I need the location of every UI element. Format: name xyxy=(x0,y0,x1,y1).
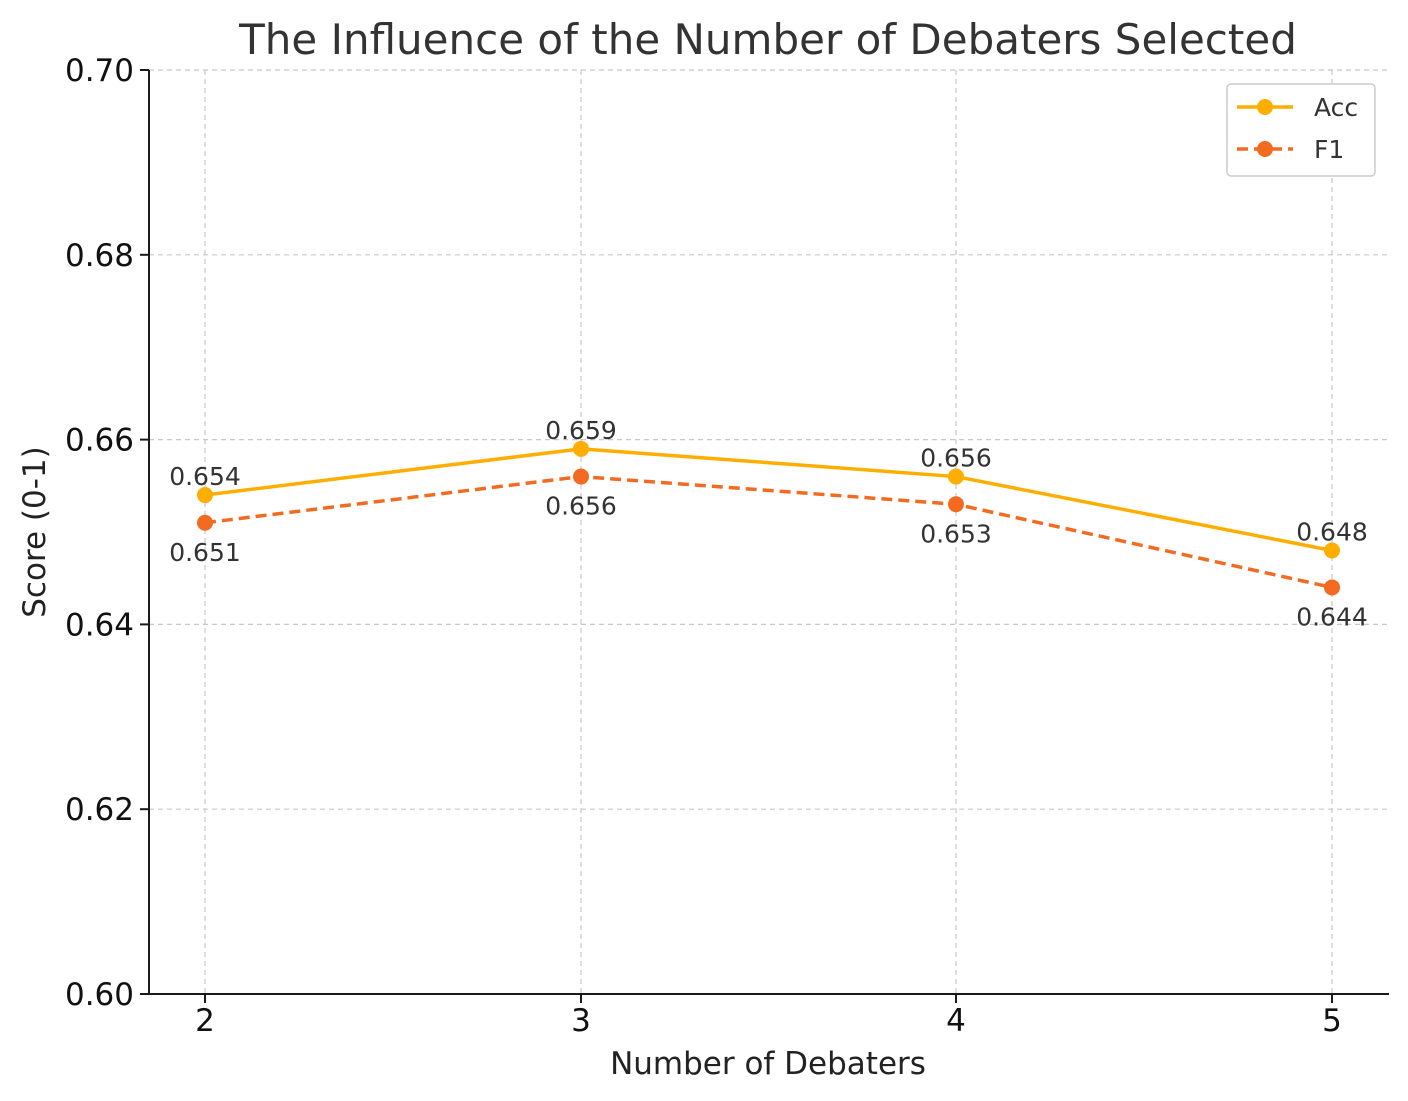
x-tick-label: 4 xyxy=(946,1003,966,1039)
data-label-f1: 0.651 xyxy=(169,538,241,567)
data-point-acc xyxy=(197,487,213,504)
data-label-f1: 0.644 xyxy=(1296,602,1368,631)
legend: Acc F1 xyxy=(1226,83,1376,177)
y-tick-label: 0.64 xyxy=(65,607,134,643)
data-label-f1: 0.653 xyxy=(920,519,992,548)
legend-acc-marker xyxy=(1257,99,1273,115)
x-axis-ticks: 2 3 4 5 xyxy=(195,994,1342,1039)
data-label-acc: 0.656 xyxy=(920,444,992,473)
data-label-f1: 0.656 xyxy=(545,492,617,521)
data-point-f1 xyxy=(573,468,589,485)
data-label-acc: 0.648 xyxy=(1296,517,1368,546)
data-point-f1 xyxy=(1324,579,1340,596)
data-label-acc: 0.659 xyxy=(545,416,617,445)
x-tick-label: 5 xyxy=(1322,1003,1342,1039)
data-point-acc xyxy=(1324,542,1340,559)
legend-acc-label: Acc xyxy=(1314,93,1358,122)
y-tick-label: 0.70 xyxy=(65,53,134,89)
y-tick-label: 0.60 xyxy=(65,977,134,1013)
data-point-acc xyxy=(948,468,964,485)
x-tick-label: 2 xyxy=(195,1003,215,1039)
x-axis-label: Number of Debaters xyxy=(610,1046,926,1082)
series-line-f1 xyxy=(204,474,1333,590)
data-point-f1 xyxy=(948,496,964,513)
chart-title: The Influence of the Number of Debaters … xyxy=(238,15,1297,64)
x-tick-label: 3 xyxy=(571,1003,591,1039)
data-labels: 0.654 0.659 0.656 0.648 0.651 0.656 0.653 0.644 xyxy=(169,416,1368,632)
data-point-acc xyxy=(573,440,589,457)
y-tick-label: 0.62 xyxy=(65,792,134,828)
series xyxy=(197,440,1340,596)
data-label-acc: 0.654 xyxy=(169,462,241,491)
grid xyxy=(149,69,1389,994)
series-line-acc xyxy=(204,447,1333,553)
y-tick-label: 0.68 xyxy=(65,238,134,274)
data-point-f1 xyxy=(197,514,213,531)
y-axis-label: Score (0-1) xyxy=(17,446,53,618)
legend-f1-label: F1 xyxy=(1314,135,1344,164)
legend-f1-marker xyxy=(1257,141,1273,157)
y-axis-ticks: 0.60 0.62 0.64 0.66 0.68 0.70 xyxy=(65,53,149,1013)
y-tick-label: 0.66 xyxy=(65,423,134,459)
